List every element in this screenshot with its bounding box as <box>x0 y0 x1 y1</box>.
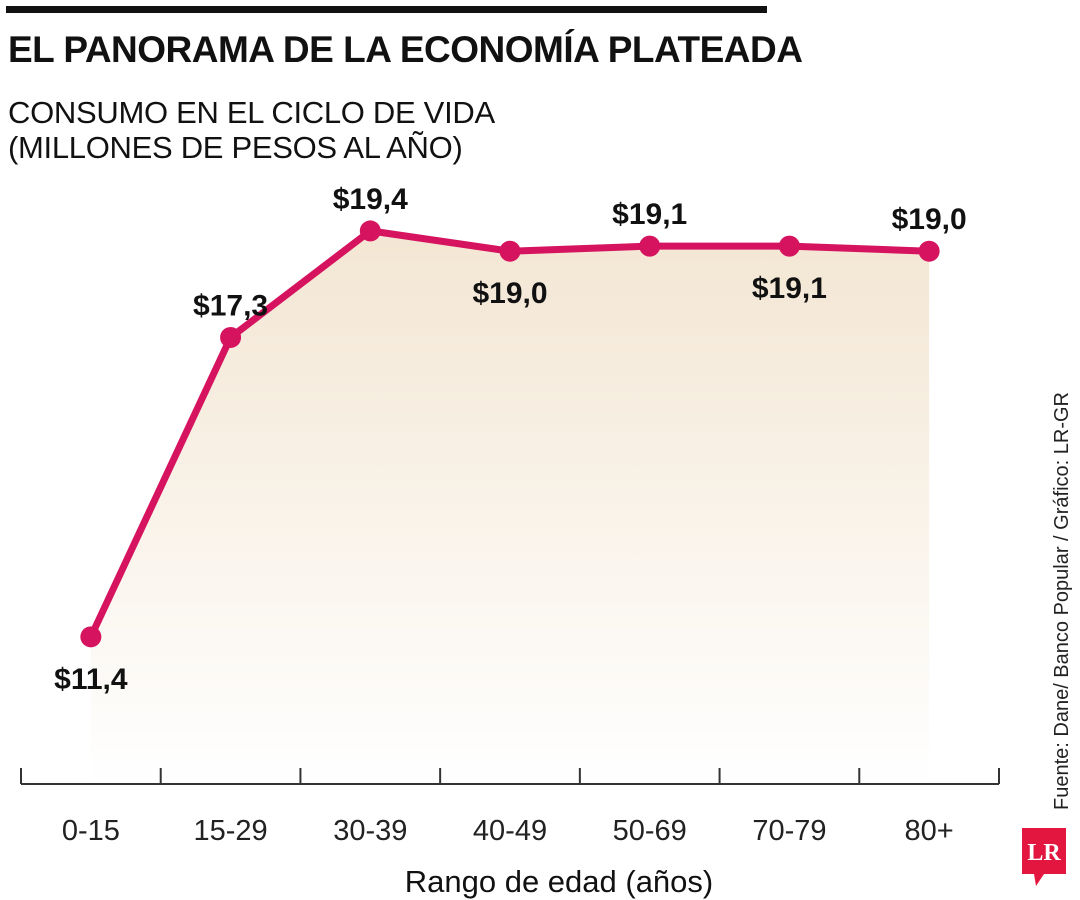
x-tick-label: 30-39 <box>333 815 407 847</box>
x-tick-label: 80+ <box>905 815 954 847</box>
data-label: $19,0 <box>892 203 967 236</box>
x-tick-label: 15-29 <box>193 815 267 847</box>
data-point <box>80 626 102 648</box>
x-tick-label: 40-49 <box>473 815 547 847</box>
data-point <box>918 240 940 262</box>
lr-logo: LR <box>1022 828 1066 886</box>
data-label: $17,3 <box>193 289 268 322</box>
chart-title: EL PANORAMA DE LA ECONOMÍA PLATEADA <box>8 29 803 70</box>
area-fill <box>90 230 930 784</box>
data-point <box>499 240 521 262</box>
source-credit: Fuente: Dane/ Banco Popular / Gráfico: L… <box>1051 392 1073 810</box>
data-label: $19,1 <box>752 272 827 305</box>
data-label: $11,4 <box>54 663 128 696</box>
chart-subtitle: CONSUMO EN EL CICLO DE VIDA (MILLONES DE… <box>8 95 495 165</box>
x-tick-label: 0-15 <box>62 815 120 847</box>
x-axis-title: Rango de edad (años) <box>405 864 714 899</box>
data-point <box>220 326 242 348</box>
x-tick-label: 70-79 <box>752 815 826 847</box>
x-tick-label: 50-69 <box>613 815 687 847</box>
subtitle-line-2: (MILLONES DE PESOS AL AÑO) <box>8 130 463 165</box>
data-label: $19,0 <box>472 277 547 310</box>
data-label: $19,1 <box>612 198 687 231</box>
data-point <box>778 235 800 257</box>
logo-text: LR <box>1027 840 1061 866</box>
data-point <box>639 235 661 257</box>
data-point <box>359 220 381 242</box>
top-rule <box>6 6 767 13</box>
data-label: $19,4 <box>333 183 408 216</box>
subtitle-line-1: CONSUMO EN EL CICLO DE VIDA <box>8 95 495 130</box>
